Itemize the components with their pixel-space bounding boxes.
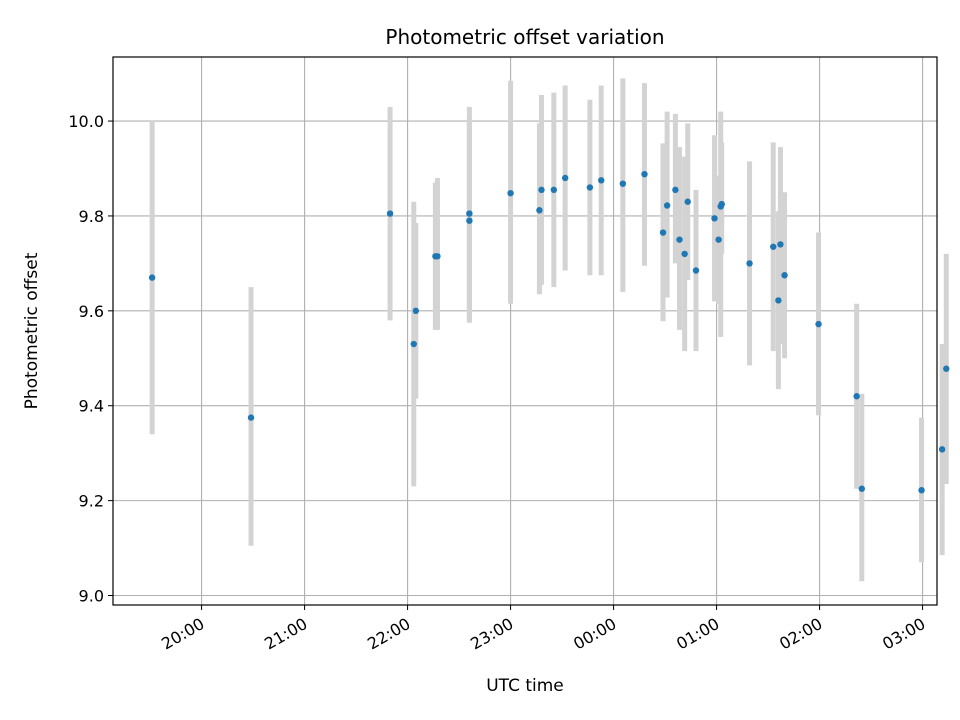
data-point [943,365,950,372]
y-tick-label: 9.8 [79,207,104,226]
data-point [781,272,788,279]
data-point [858,485,866,492]
data-point [561,174,569,182]
y-tick-label: 9.4 [79,397,104,416]
data-point [550,186,558,194]
data-point [775,297,782,304]
y-axis-ticks: 9.0 9.2 9.4 9.6 9.8 10.0 [68,112,113,606]
data-point [641,170,648,178]
data-points [148,170,950,494]
data-point [148,274,156,281]
data-point [538,186,545,194]
data-point [815,320,822,328]
y-axis-label: Photometric offset [22,252,42,409]
data-point [692,267,700,274]
chart-title: Photometric offset variation [385,25,664,49]
data-point [681,250,688,258]
data-point [663,202,671,209]
data-point [466,217,473,224]
data-point [247,414,255,421]
x-axis-label: UTC time [486,676,564,696]
data-point [711,215,718,222]
y-tick-label: 9.0 [79,587,104,606]
data-point [659,229,667,236]
data-point [586,184,594,191]
data-point [938,446,946,453]
data-point [918,486,925,494]
data-point [386,210,394,217]
data-point [410,340,417,348]
data-point [676,236,683,243]
data-point [684,198,691,205]
data-point [672,186,679,194]
data-point [507,189,514,197]
data-point [715,236,722,243]
data-point [466,210,473,217]
data-point [412,307,420,315]
y-tick-label: 10.0 [68,112,104,131]
data-point [536,207,543,214]
data-point [770,243,777,250]
data-point [598,177,605,184]
y-tick-label: 9.2 [79,492,104,511]
data-point [746,260,753,267]
data-point [777,241,784,248]
data-point [853,393,860,400]
data-point [619,180,627,187]
y-tick-label: 9.6 [79,302,104,321]
data-point [434,253,441,260]
data-point [718,200,725,208]
plot-frame [112,56,938,606]
